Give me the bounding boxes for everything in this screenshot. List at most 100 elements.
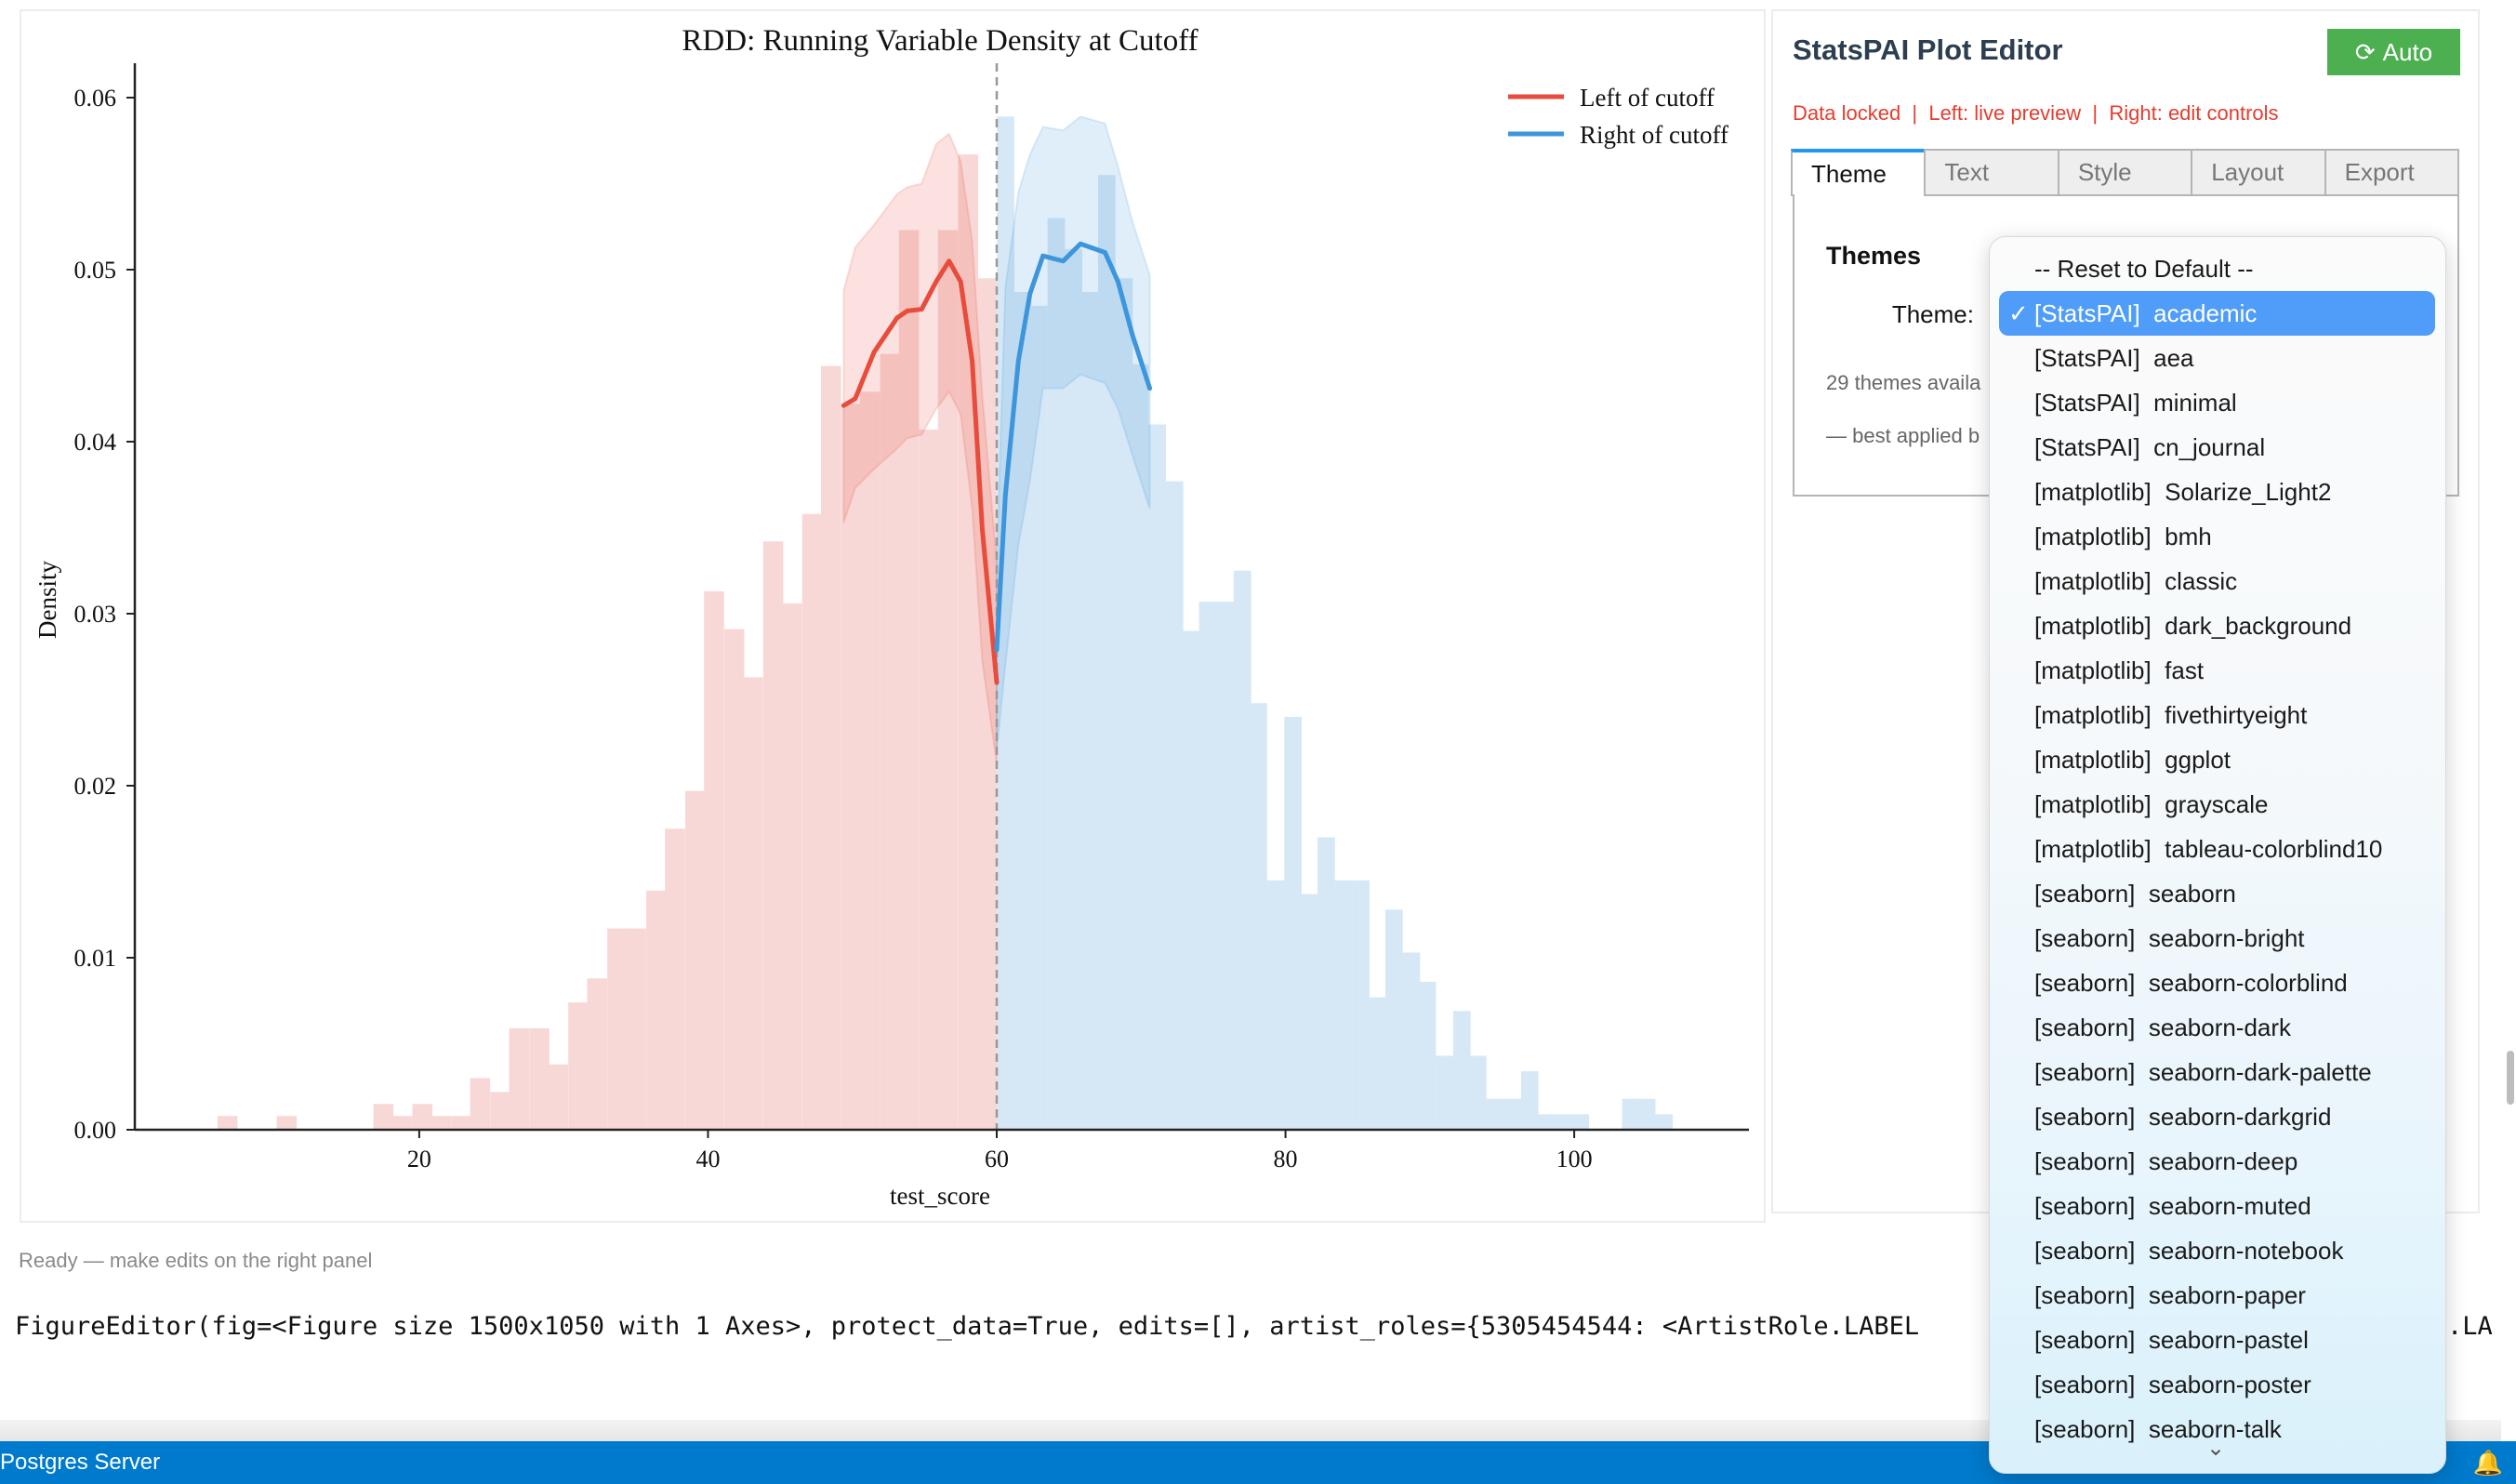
theme-option-label: [StatsPAI] aea (2034, 343, 2194, 372)
theme-option-label: [seaborn] seaborn-dark (2034, 1013, 2292, 1041)
y-tick-label: 0.00 (74, 1117, 117, 1144)
theme-option[interactable]: [seaborn] seaborn-darkgrid (1999, 1094, 2435, 1139)
histogram-bar-right (1554, 1114, 1572, 1130)
tab-theme[interactable]: Theme (1791, 149, 1927, 196)
theme-option-label: [seaborn] seaborn-darkgrid (2034, 1102, 2332, 1131)
histogram-bar-left (782, 603, 802, 1130)
theme-option-label: [StatsPAI] academic (2034, 298, 2258, 327)
histogram-bar-left (743, 677, 763, 1130)
histogram-bar-left (529, 1027, 550, 1130)
refresh-icon: ⟳ (2354, 37, 2376, 66)
theme-dropdown-menu[interactable]: -- Reset to Default -- ✓ [StatsPAI] academ… (1989, 236, 2446, 1474)
theme-option-label: [matplotlib] Solarize_Light2 (2034, 477, 2332, 506)
histogram-bar-right (1418, 981, 1437, 1130)
histogram-bar-left (723, 629, 745, 1130)
histogram-bar-right (1131, 364, 1149, 1130)
tab-text[interactable]: Text (1924, 149, 2059, 196)
histogram-bar-right (1655, 1114, 1674, 1130)
theme-option[interactable]: [seaborn] seaborn-talk (1999, 1407, 2435, 1451)
histogram-bar-right (1637, 1098, 1656, 1130)
theme-option[interactable]: [matplotlib] ggplot (1999, 737, 2435, 782)
theme-option-label: [seaborn] seaborn-notebook (2034, 1236, 2344, 1265)
tab-export[interactable]: Export (2324, 149, 2460, 196)
histogram-bar-left (919, 430, 940, 1130)
y-tick-label: 0.03 (74, 601, 117, 628)
histogram-bar-left (704, 590, 724, 1130)
histogram-bar-left (841, 404, 862, 1130)
histogram-bar-left (762, 541, 784, 1130)
histogram-bar-right (1080, 292, 1099, 1130)
y-axis-label: Density (33, 561, 61, 639)
x-tick-label: 60 (985, 1146, 1009, 1173)
y-tick-label: 0.04 (74, 429, 117, 456)
theme-option[interactable]: [seaborn] seaborn-dark-palette (1999, 1050, 2435, 1094)
theme-option[interactable]: [seaborn] seaborn-deep (1999, 1139, 2435, 1184)
histogram-bar-right (1165, 481, 1184, 1130)
theme-option[interactable]: [StatsPAI] minimal (1999, 380, 2435, 425)
theme-option[interactable]: ✓ [StatsPAI] academic (1999, 291, 2435, 336)
auto-button[interactable]: ⟳ Auto (2327, 29, 2460, 75)
theme-option[interactable]: [seaborn] seaborn-muted (1999, 1184, 2435, 1228)
theme-option[interactable]: -- Reset to Default -- (1999, 246, 2435, 291)
histogram-bar-left (859, 391, 881, 1131)
theme-option[interactable]: [seaborn] seaborn-bright (1999, 916, 2435, 961)
histogram-bar-right (1436, 1055, 1454, 1130)
theme-option[interactable]: [seaborn] seaborn-colorblind (1999, 961, 2435, 1005)
panel-divider (0, 1420, 2501, 1441)
theme-option[interactable]: [matplotlib] grayscale (1999, 782, 2435, 827)
theme-option-label: [matplotlib] dark_background (2034, 611, 2352, 640)
histogram-bar-right (1486, 1098, 1504, 1130)
theme-option[interactable]: [matplotlib] dark_background (1999, 603, 2435, 648)
histogram-bar-right (1183, 630, 1201, 1130)
histogram-bar-left (587, 978, 607, 1130)
checkmark-icon: ✓ (2008, 298, 2029, 327)
theme-option[interactable]: [seaborn] seaborn-paper (1999, 1273, 2435, 1318)
theme-option[interactable]: [seaborn] seaborn-notebook (1999, 1228, 2435, 1273)
theme-option[interactable]: [matplotlib] bmh (1999, 514, 2435, 559)
editor-tabs: Theme Text Style Layout Export (1791, 149, 2460, 196)
scroll-down-chevron-icon[interactable]: ⌄ (2206, 1436, 2226, 1461)
histogram-bar-left (607, 928, 628, 1130)
theme-option[interactable]: [matplotlib] Solarize_Light2 (1999, 470, 2435, 514)
histogram-bar-right (1503, 1098, 1522, 1130)
histogram-bar-right (1284, 717, 1303, 1130)
theme-option[interactable]: [matplotlib] fivethirtyeight (1999, 693, 2435, 737)
theme-option[interactable]: [StatsPAI] cn_journal (1999, 425, 2435, 470)
histogram-bar-left (430, 1116, 452, 1130)
theme-option-label: [seaborn] seaborn (2034, 879, 2236, 908)
theme-select-label: Theme: (1891, 300, 1974, 328)
histogram-bar-right (1622, 1098, 1640, 1130)
theme-option[interactable]: [matplotlib] classic (1999, 559, 2435, 603)
theme-option[interactable]: [matplotlib] tableau-colorblind10 (1999, 827, 2435, 871)
theme-option[interactable]: [seaborn] seaborn (1999, 871, 2435, 916)
tab-style[interactable]: Style (2057, 149, 2193, 196)
histogram-bar-left (898, 230, 920, 1130)
theme-option-label: [seaborn] seaborn-pastel (2034, 1325, 2309, 1354)
theme-option[interactable]: [seaborn] seaborn-dark (1999, 1005, 2435, 1050)
histogram-bar-right (1536, 1114, 1555, 1130)
histogram-bar-right (1402, 952, 1421, 1130)
theme-option-label: [StatsPAI] cn_journal (2034, 432, 2266, 461)
theme-option[interactable]: [StatsPAI] aea (1999, 336, 2435, 380)
statusbar-postgres-server[interactable]: Postgres Server (0, 1450, 161, 1475)
x-axis-label: test_score (890, 1182, 990, 1210)
histogram-bar-left (880, 353, 901, 1130)
theme-option[interactable]: [matplotlib] fast (1999, 648, 2435, 693)
page-scrollbar[interactable] (2507, 1051, 2514, 1105)
theme-option-label: [StatsPAI] minimal (2034, 388, 2237, 417)
themes-count-text: 29 themes availa (1826, 371, 1981, 394)
histogram-bar-right (1368, 997, 1386, 1130)
histogram-bar-left (509, 1027, 530, 1130)
theme-option[interactable]: [seaborn] seaborn-poster (1999, 1362, 2435, 1407)
tab-layout[interactable]: Layout (2191, 149, 2326, 196)
chart-title: RDD: Running Variable Density at Cutoff (682, 24, 1198, 58)
bell-icon[interactable]: 🔔 (2472, 1449, 2503, 1477)
histogram-bar-right (1520, 1071, 1539, 1130)
histogram-bar-left (626, 928, 646, 1130)
theme-option-label: [seaborn] seaborn-colorblind (2034, 968, 2348, 997)
theme-option[interactable]: [seaborn] seaborn-pastel (1999, 1318, 2435, 1362)
theme-option-label: [seaborn] seaborn-paper (2034, 1280, 2306, 1309)
histogram-bar-right (1233, 570, 1251, 1130)
theme-option-label: -- Reset to Default -- (2034, 254, 2254, 283)
x-tick-label: 40 (695, 1146, 720, 1173)
